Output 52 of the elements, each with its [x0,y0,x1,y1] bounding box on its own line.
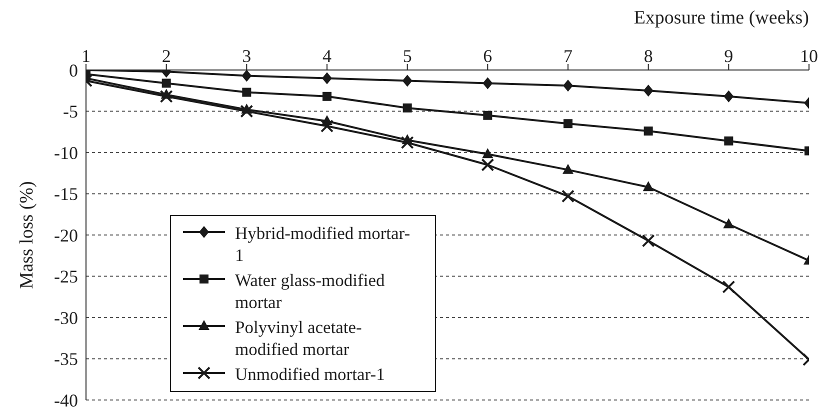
x-tick-label: 6 [483,46,492,66]
x-tick-label: 2 [162,46,171,66]
x-tick-label: 5 [402,46,412,66]
x-tick-label: 4 [322,46,332,66]
y-tick-label: 0 [69,60,78,80]
point [724,90,734,102]
x-tick-label: 7 [564,46,572,66]
point [562,164,574,174]
point [402,103,412,112]
y-tick-label: -5 [63,102,78,122]
point [322,72,332,84]
point [644,126,653,136]
point [482,148,494,158]
y-tick-label: -25 [54,266,78,287]
legend-label: Unmodified mortar-1 [235,363,386,385]
x-axis-title: Exposure time (weeks) [634,7,809,28]
point [400,136,414,150]
point [724,136,734,146]
point [564,119,572,128]
point [322,92,332,101]
point [242,70,252,82]
point [482,77,493,90]
x-tick-label: 8 [644,46,653,66]
point [240,104,254,118]
x-tick-label: 9 [724,46,734,66]
y-tick-label: -20 [54,225,78,246]
point [722,280,736,294]
point [402,74,412,87]
y-tick-label: -10 [54,142,78,163]
point [483,110,492,120]
point [643,84,654,97]
x-tick-label: 3 [242,46,252,66]
y-tick-label: -15 [54,184,78,204]
point [320,120,334,133]
y-tick-label: -35 [54,349,78,370]
point [242,88,252,97]
legend-label: Water glass-modified mortar [235,269,386,313]
point [642,181,654,192]
point [481,158,494,172]
y-axis-title: Mass loss (%) [16,181,38,289]
point [642,234,655,248]
legend-label: Hybrid-modified mortar-1 [235,222,412,266]
y-tick-label: -40 [54,390,78,410]
point [563,80,573,92]
point [723,218,734,228]
x-tick-label: 1 [82,46,90,66]
point [562,190,574,203]
point [162,78,171,88]
point [160,90,173,103]
y-tick-label: -30 [54,308,78,328]
legend-label: Polyvinyl acetate-modified mortar [235,316,363,360]
x-tick-label: 10 [800,46,818,66]
